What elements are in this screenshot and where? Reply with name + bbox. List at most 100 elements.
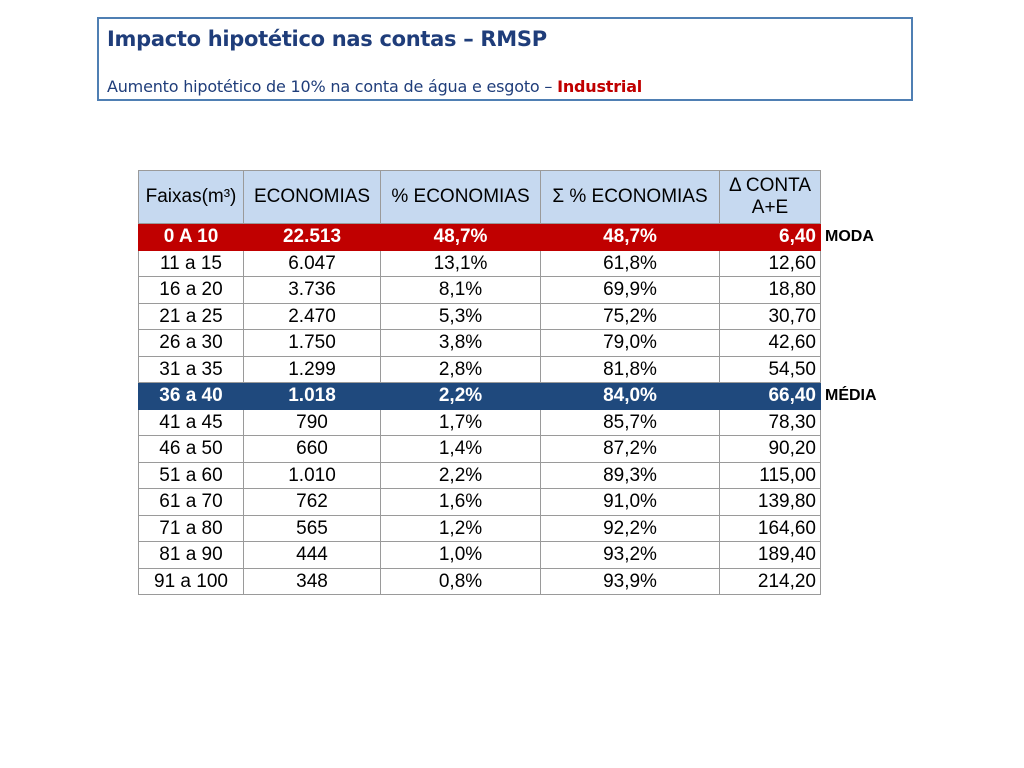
cell-delta-conta: 42,60 — [719, 329, 821, 357]
column-header-economias: ECONOMIAS — [243, 170, 381, 224]
cell-economias: 660 — [243, 435, 381, 463]
cell-faixa: 51 a 60 — [138, 461, 244, 489]
cell-faixa: 0 A 10 — [138, 223, 244, 251]
table-row: 0 A 10 22.513 48,7% 48,7% 6,40 MODA — [138, 223, 900, 251]
cell-pct-economias: 1,0% — [380, 541, 541, 569]
cell-sum-pct-economias: 81,8% — [540, 355, 720, 383]
cell-faixa: 46 a 50 — [138, 435, 244, 463]
page-title: Impacto hipotético nas contas – RMSP — [107, 27, 547, 51]
row-marker-label — [821, 489, 900, 516]
cell-delta-conta: 66,40 — [719, 382, 821, 410]
cell-sum-pct-economias: 87,2% — [540, 435, 720, 463]
cell-delta-conta: 12,60 — [719, 249, 821, 277]
cell-economias: 348 — [243, 567, 381, 595]
table-body: 0 A 10 22.513 48,7% 48,7% 6,40 MODA 11 a 15 6.0… — [138, 223, 900, 595]
cell-delta-conta: 115,00 — [719, 461, 821, 489]
table-row: 41 a 45 790 1,7% 85,7% 78,30 — [138, 408, 900, 436]
cell-delta-conta: 18,80 — [719, 276, 821, 304]
cell-delta-conta: 164,60 — [719, 514, 821, 542]
cell-delta-conta: 189,40 — [719, 541, 821, 569]
cell-sum-pct-economias: 61,8% — [540, 249, 720, 277]
cell-pct-economias: 1,6% — [380, 488, 541, 516]
cell-economias: 444 — [243, 541, 381, 569]
cell-delta-conta: 214,20 — [719, 567, 821, 595]
cell-pct-economias: 48,7% — [380, 223, 541, 251]
table-row: 11 a 15 6.047 13,1% 61,8% 12,60 — [138, 249, 900, 277]
cell-sum-pct-economias: 69,9% — [540, 276, 720, 304]
row-marker-label — [821, 542, 900, 569]
row-marker-label — [821, 277, 900, 304]
cell-faixa: 81 a 90 — [138, 541, 244, 569]
cell-economias: 565 — [243, 514, 381, 542]
table-row: 71 a 80 565 1,2% 92,2% 164,60 — [138, 514, 900, 542]
row-marker-label — [821, 462, 900, 489]
cell-sum-pct-economias: 75,2% — [540, 302, 720, 330]
column-header-delta-line1: Δ CONTA — [728, 175, 811, 196]
table-row: 31 a 35 1.299 2,8% 81,8% 54,50 — [138, 355, 900, 383]
cell-economias: 3.736 — [243, 276, 381, 304]
table-row: 51 a 60 1.010 2,2% 89,3% 115,00 — [138, 461, 900, 489]
cell-faixa: 26 a 30 — [138, 329, 244, 357]
cell-sum-pct-economias: 92,2% — [540, 514, 720, 542]
cell-sum-pct-economias: 89,3% — [540, 461, 720, 489]
cell-faixa: 36 a 40 — [138, 382, 244, 410]
table-header-row: Faixas(m³) ECONOMIAS % ECONOMIAS Σ % ECO… — [138, 170, 900, 224]
column-header-delta-conta: Δ CONTA A+E — [719, 170, 821, 224]
cell-sum-pct-economias: 93,2% — [540, 541, 720, 569]
data-table: Faixas(m³) ECONOMIAS % ECONOMIAS Σ % ECO… — [138, 170, 900, 595]
table-row: 26 a 30 1.750 3,8% 79,0% 42,60 — [138, 329, 900, 357]
cell-faixa: 11 a 15 — [138, 249, 244, 277]
cell-sum-pct-economias: 91,0% — [540, 488, 720, 516]
cell-pct-economias: 5,3% — [380, 302, 541, 330]
cell-pct-economias: 8,1% — [380, 276, 541, 304]
marker-column-header — [821, 171, 900, 224]
cell-pct-economias: 1,7% — [380, 408, 541, 436]
cell-economias: 2.470 — [243, 302, 381, 330]
column-header-delta-line2: A+E — [751, 197, 789, 218]
cell-faixa: 41 a 45 — [138, 408, 244, 436]
row-marker-label: MODA — [825, 228, 874, 246]
row-marker-label — [821, 515, 900, 542]
table-row: 16 a 20 3.736 8,1% 69,9% 18,80 — [138, 276, 900, 304]
cell-economias: 6.047 — [243, 249, 381, 277]
cell-delta-conta: 54,50 — [719, 355, 821, 383]
cell-economias: 790 — [243, 408, 381, 436]
cell-sum-pct-economias: 84,0% — [540, 382, 720, 410]
cell-economias: 1.010 — [243, 461, 381, 489]
cell-economias: 1.299 — [243, 355, 381, 383]
subtitle-text: Aumento hipotético de 10% na conta de ág… — [107, 77, 558, 96]
cell-economias: 1.018 — [243, 382, 381, 410]
row-marker-label — [821, 436, 900, 463]
cell-pct-economias: 0,8% — [380, 567, 541, 595]
cell-sum-pct-economias: 79,0% — [540, 329, 720, 357]
cell-faixa: 91 a 100 — [138, 567, 244, 595]
cell-pct-economias: 13,1% — [380, 249, 541, 277]
cell-delta-conta: 78,30 — [719, 408, 821, 436]
cell-faixa: 21 a 25 — [138, 302, 244, 330]
row-marker-label — [821, 568, 900, 595]
row-marker-label — [821, 303, 900, 330]
row-marker-label — [821, 409, 900, 436]
row-marker-label — [821, 330, 900, 357]
cell-sum-pct-economias: 93,9% — [540, 567, 720, 595]
column-header-sum-pct-economias: Σ % ECONOMIAS — [540, 170, 720, 224]
cell-pct-economias: 2,2% — [380, 382, 541, 410]
column-header-faixas: Faixas(m³) — [138, 170, 244, 224]
cell-delta-conta: 139,80 — [719, 488, 821, 516]
row-marker-label — [821, 356, 900, 383]
cell-faixa: 61 a 70 — [138, 488, 244, 516]
cell-economias: 762 — [243, 488, 381, 516]
subtitle-highlight: Industrial — [557, 77, 643, 96]
row-marker-label: MÉDIA — [825, 387, 877, 405]
table-row: 61 a 70 762 1,6% 91,0% 139,80 — [138, 488, 900, 516]
cell-pct-economias: 1,4% — [380, 435, 541, 463]
table-row: 91 a 100 348 0,8% 93,9% 214,20 — [138, 567, 900, 595]
cell-delta-conta: 30,70 — [719, 302, 821, 330]
table-row: 21 a 25 2.470 5,3% 75,2% 30,70 — [138, 302, 900, 330]
page-subtitle: Aumento hipotético de 10% na conta de ág… — [107, 77, 642, 96]
cell-sum-pct-economias: 48,7% — [540, 223, 720, 251]
row-marker-label — [821, 250, 900, 277]
cell-faixa: 16 a 20 — [138, 276, 244, 304]
cell-economias: 1.750 — [243, 329, 381, 357]
cell-pct-economias: 2,2% — [380, 461, 541, 489]
